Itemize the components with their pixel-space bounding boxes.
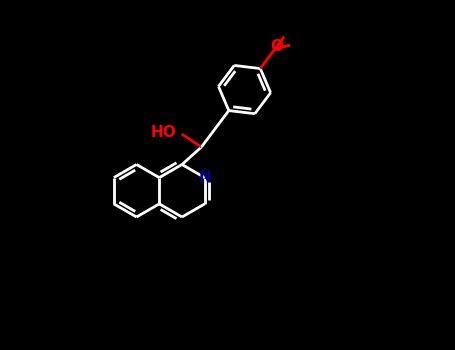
Text: N: N <box>198 170 211 185</box>
Text: O: O <box>270 39 283 54</box>
Text: HO: HO <box>151 125 177 140</box>
